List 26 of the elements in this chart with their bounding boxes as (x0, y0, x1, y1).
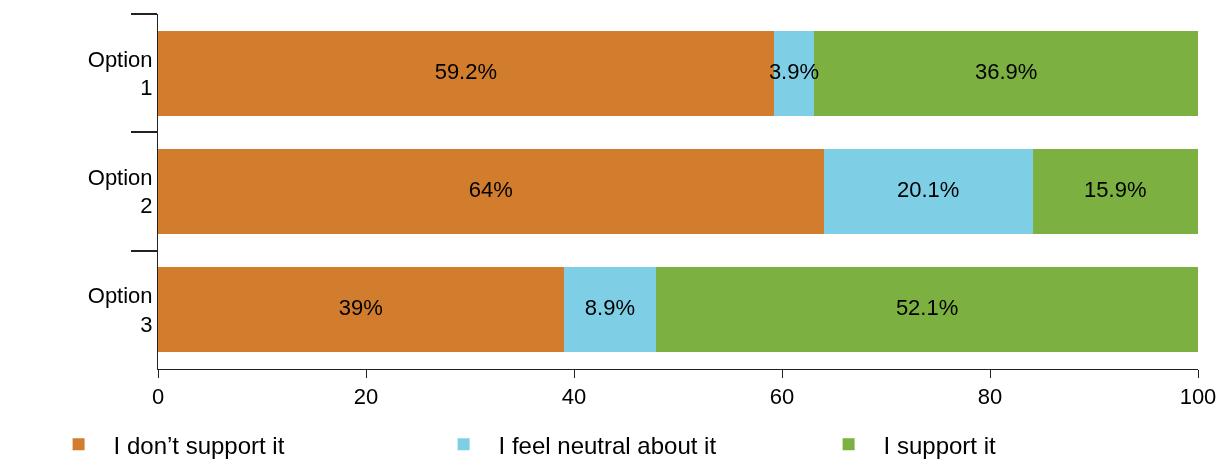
y-tick-label: Option 3 (87, 283, 153, 337)
y-tick-label: Option 1 (87, 46, 153, 101)
data-label: 15.9% (1084, 177, 1147, 202)
bar (656, 267, 1198, 353)
data-label: 52.1% (895, 295, 959, 321)
x-tick-label: 40 (561, 384, 587, 410)
x-tick-label: 20 (353, 384, 379, 410)
x-tick-label: 100 (1179, 384, 1217, 410)
data-label: 64% (468, 177, 513, 202)
legend-label: I feel neutral about it (498, 431, 717, 459)
x-tick-label: 0 (151, 384, 165, 410)
legend-label: I don’t support it (113, 431, 285, 459)
bar (158, 267, 564, 353)
legend-label: I support it (883, 431, 996, 459)
y-tick-label: Option 2 (87, 164, 153, 219)
data-label: 39% (338, 295, 383, 321)
x-tick-label: 80 (977, 384, 1003, 410)
bar (1032, 148, 1198, 235)
x-tick-label: 60 (769, 384, 795, 410)
bar (158, 148, 824, 235)
bar (563, 267, 657, 353)
data-label: 59.2% (434, 58, 498, 84)
data-label: 20.1% (896, 177, 960, 202)
bar (823, 148, 1033, 235)
data-label: 36.9% (974, 58, 1038, 84)
data-label: 8.9% (584, 295, 635, 321)
